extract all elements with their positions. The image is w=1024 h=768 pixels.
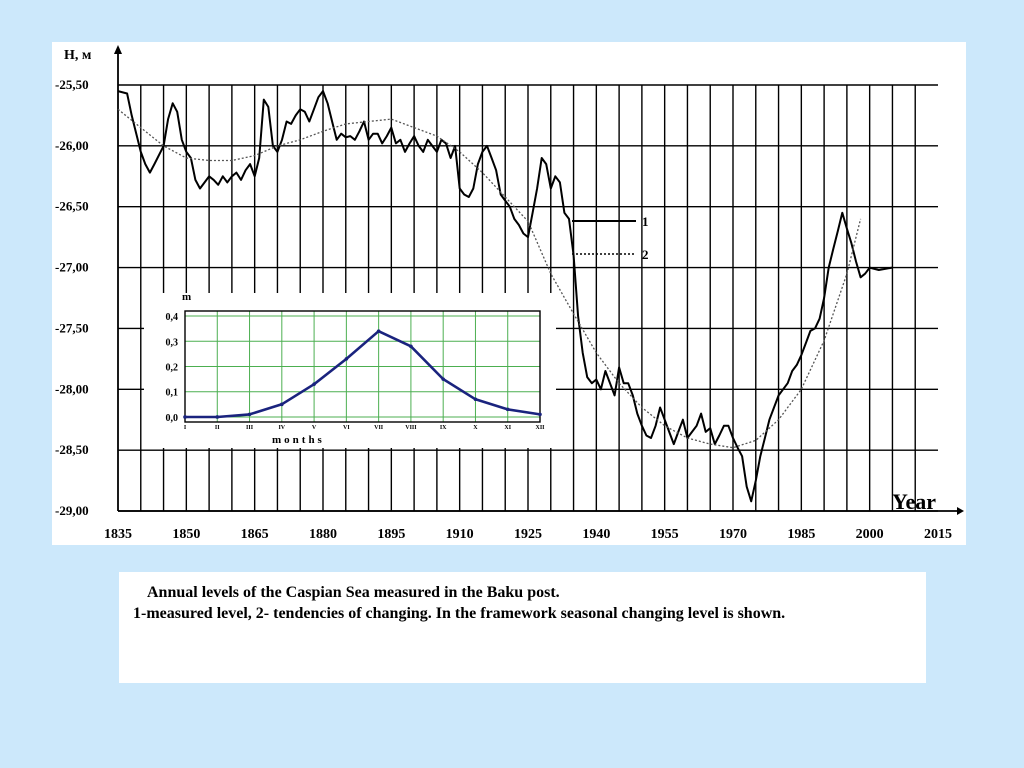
- x-tick-label: 1940: [582, 527, 610, 542]
- inset-point: [409, 344, 413, 349]
- inset-frame: [184, 310, 541, 423]
- inset-point: [441, 377, 445, 381]
- chart-panel: 1835 1850 1865 1880 1895 1910 1925 1940 1955 1970…: [52, 42, 966, 545]
- y-tick-label: -28,50: [55, 442, 89, 457]
- inset-y-tick-label: 0,4: [166, 312, 179, 323]
- inset-series: [183, 329, 542, 419]
- series-measured-line: [117, 90, 893, 503]
- x-tick-label: 1835: [104, 527, 132, 542]
- inset-point: [247, 412, 252, 417]
- inset-point: [473, 397, 478, 402]
- x-tick-label: 1880: [309, 527, 337, 542]
- inset-grid: [184, 310, 541, 423]
- main-y-tick-labels: -25,50 -26,00 -26,50 -27,00 -27,50 -28,00 -28,…: [55, 77, 89, 518]
- inset-x-tick-labels: I II III IV V VI VII VIII IX X XI XII: [184, 425, 545, 431]
- inset-x-axis-label: months: [272, 434, 325, 446]
- inset-x-tick-label: VI: [343, 425, 350, 431]
- inset-y-tick-label: 0,1: [166, 388, 179, 399]
- y-tick-label: -27,50: [55, 320, 89, 335]
- inset-point: [538, 412, 542, 417]
- inset-point: [280, 402, 284, 407]
- legend: 12: [572, 214, 649, 262]
- inset-point: [215, 415, 220, 419]
- inset-x-tick-label: II: [215, 425, 220, 431]
- series-trend-line: [117, 108, 862, 449]
- x-tick-label: 1910: [446, 527, 474, 542]
- y-tick-label: -27,00: [55, 260, 89, 275]
- inset-x-tick-label: X: [473, 425, 478, 431]
- x-tick-label: 2015: [924, 527, 952, 542]
- inset-x-tick-label: I: [184, 425, 187, 431]
- inset-x-tick-label: VIII: [405, 425, 417, 431]
- x-tick-label: 1970: [719, 527, 747, 542]
- inset-y-axis-label: m: [182, 291, 191, 303]
- x-tick-label: 1865: [241, 527, 269, 542]
- inset-point: [183, 415, 187, 419]
- x-tick-label: 1925: [514, 527, 542, 542]
- y-tick-label: -26,00: [55, 138, 89, 153]
- caption-title: Annual levels of the Caspian Sea measure…: [147, 584, 560, 601]
- inset-point: [376, 329, 381, 333]
- y-axis-label: H, м: [64, 48, 92, 63]
- series-lines: [117, 90, 893, 503]
- caption-box: Annual levels of the Caspian Sea measure…: [119, 572, 926, 683]
- x-tick-label: 1985: [787, 527, 815, 542]
- y-tick-label: -28,00: [55, 381, 89, 396]
- caption-description: 1-measured level, 2- tendencies of chang…: [133, 605, 786, 622]
- inset-point: [505, 407, 510, 412]
- inset-x-tick-label: VII: [374, 425, 384, 431]
- inset-y-tick-label: 0,3: [166, 337, 179, 348]
- inset-y-tick-label: 0,2: [166, 363, 179, 374]
- main-chart: 1835 1850 1865 1880 1895 1910 1925 1940 1955 1970…: [55, 45, 964, 542]
- legend-label-2: 2: [642, 247, 649, 262]
- inset-point: [312, 382, 316, 386]
- inset-x-tick-label: IV: [278, 425, 285, 431]
- inset-y-tick-labels: 0,4 0,3 0,2 0,1 0,0: [166, 312, 179, 424]
- x-tick-label: 1895: [377, 527, 405, 542]
- legend-label-1: 1: [642, 214, 649, 229]
- inset-x-tick-label: XI: [504, 425, 511, 431]
- x-tick-label: 1955: [651, 527, 679, 542]
- inset-x-tick-label: V: [312, 425, 317, 431]
- main-x-tick-labels: 1835 1850 1865 1880 1895 1910 1925 1940 1955 1970…: [104, 527, 952, 542]
- inset-x-tick-label: III: [246, 425, 254, 431]
- inset-y-tick-label: 0,0: [166, 413, 179, 424]
- y-tick-label: -29,00: [55, 503, 89, 518]
- inset-x-tick-label: IX: [440, 425, 447, 431]
- y-tick-label: -26,50: [55, 199, 89, 214]
- inset-x-tick-label: XII: [535, 425, 545, 431]
- x-axis-label: Year: [892, 489, 936, 514]
- x-axis-arrow: [957, 507, 964, 515]
- y-tick-label: -25,50: [55, 77, 89, 92]
- inset-seasonal-line: [185, 329, 541, 419]
- y-axis-arrow: [114, 45, 122, 54]
- inset-point: [344, 357, 349, 361]
- x-tick-label: 1850: [172, 527, 200, 542]
- inset-chart: 0,40,30,20,10,0 I II III IV V VI VII VIII IX X XI X…: [144, 291, 556, 448]
- x-tick-label: 2000: [856, 527, 884, 542]
